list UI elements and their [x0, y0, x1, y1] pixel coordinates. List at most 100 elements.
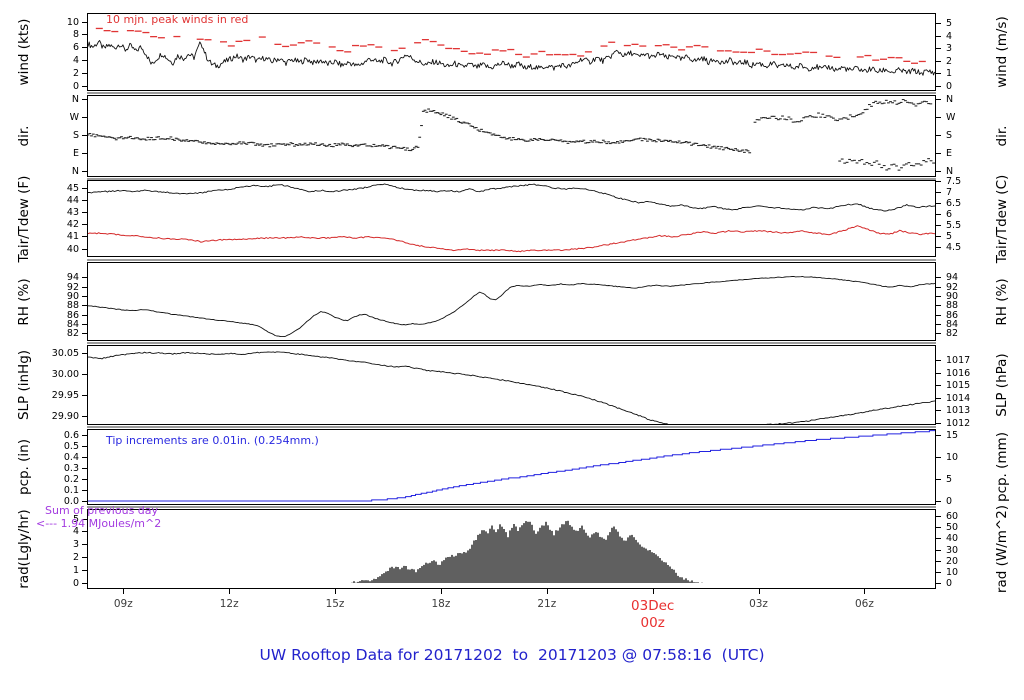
series-dir-low-point	[848, 158, 851, 160]
series-wind-peak-dash	[507, 48, 515, 51]
series-dir-main-point	[379, 145, 383, 147]
y-tick-label-right-wind: 1	[946, 68, 953, 79]
series-dir-nw-point	[855, 114, 859, 116]
series-dir-low-point	[843, 162, 847, 164]
series-dir-main-point	[402, 146, 406, 148]
series-dir-main-point	[713, 145, 716, 147]
series-dir-main-point	[635, 138, 639, 140]
series-dir-main-point	[139, 139, 143, 141]
series-dir-main-point	[143, 138, 146, 140]
series-dir-main-point	[478, 130, 482, 132]
series-dir-main-point	[416, 146, 420, 148]
y-tick-label-right-temp: 5.5	[946, 220, 962, 232]
series-dir-main-point	[743, 151, 746, 153]
series-dir-main-point	[226, 142, 229, 144]
series-dir-main-point	[746, 150, 750, 152]
panel-divider	[87, 426, 936, 428]
series-wind-peak-dash	[639, 45, 647, 47]
series-dir-nw-point	[825, 115, 829, 117]
series-dir-nw-point	[779, 118, 782, 120]
series-wind-peak-dash	[825, 55, 833, 57]
series-dir-main-point	[473, 127, 476, 129]
series-dir-main-point	[347, 144, 351, 146]
y-tick-label-left-rad: 5	[72, 513, 79, 525]
series-wind-peak-dash	[398, 47, 406, 49]
series-wind-peak-dash	[732, 51, 740, 53]
series-dir-main-point	[702, 144, 706, 146]
series-dir-main-point	[210, 143, 213, 145]
series-dir-main-point	[183, 140, 187, 142]
y-tick-right-dir	[936, 170, 941, 172]
series-wind-peak-dash	[911, 62, 918, 64]
series-dir-main-point	[513, 139, 517, 141]
series-dir-main-point	[434, 112, 437, 114]
series-wind-peak-dash	[196, 38, 204, 40]
y-tick-left-pcp	[82, 478, 87, 480]
series-dir-main-point	[192, 140, 196, 142]
series-dir-main-point	[386, 145, 390, 147]
series-dir-low-point	[905, 163, 908, 165]
y-tick-label-left-rh: 84	[66, 319, 79, 331]
series-dir-main-point	[737, 150, 741, 152]
series-dir-main-point	[550, 138, 554, 140]
y-tick-left-dir	[82, 170, 87, 172]
series-dir-main-point	[520, 138, 524, 140]
series-dir-main-point	[278, 143, 282, 145]
series-dir-nw-point	[823, 116, 827, 118]
series-dir-main-point	[529, 138, 533, 140]
y-tick-label-right-wind: 3	[946, 43, 953, 55]
series-dir-main-point	[474, 127, 478, 129]
y-tick-right-wind	[936, 35, 941, 37]
series-dir-nw-point	[897, 102, 901, 104]
series-dir-main-point	[541, 139, 545, 141]
y-tick-right-rh	[936, 286, 941, 288]
y-tick-left-wind	[82, 72, 87, 74]
series-dir-main-point	[580, 140, 584, 142]
x-tick-label: 09z	[113, 598, 133, 610]
series-dir-main-point	[190, 140, 194, 142]
series-wind-peak-dash	[522, 56, 530, 58]
series-dir-main-point	[391, 145, 395, 147]
series-dir-main-point	[693, 142, 697, 144]
series-dir-main-point	[427, 108, 430, 110]
y-tick-right-wind	[936, 23, 941, 25]
panel-divider	[87, 342, 936, 344]
y-tick-left-rad	[82, 531, 87, 533]
series-dir-main-point	[587, 142, 591, 144]
y-tick-label-left-pcp: 0.1	[63, 484, 79, 496]
series-wind-peak-dash	[608, 41, 616, 43]
series-dir-main-point	[665, 139, 669, 141]
series-dir-main-point	[436, 112, 439, 114]
series-dir-main-point	[91, 133, 95, 135]
series-dir-main-point	[116, 137, 120, 139]
series-dir-main-point	[162, 138, 166, 140]
y-tick-label-right-temp: 6	[946, 209, 953, 221]
series-wind-peak-dash	[282, 45, 290, 48]
series-dir-main-point	[471, 125, 475, 127]
series-dir-main-point	[127, 136, 130, 138]
y-tick-label-right-dir: S	[946, 129, 953, 141]
series-dir-main-point	[240, 143, 243, 145]
series-dir-main-point	[594, 141, 598, 143]
series-dir-nw-point	[899, 101, 903, 103]
series-dir-nw-point	[781, 115, 784, 117]
series-dir-nw-point	[853, 116, 856, 118]
series-dir-low-point	[855, 162, 859, 164]
y-tick-left-temp	[82, 224, 87, 226]
series-dir-main-point	[213, 143, 217, 145]
series-dir-main-point	[441, 112, 445, 114]
series-dir-main-point	[610, 142, 614, 144]
series-dir-main-point	[90, 135, 93, 137]
y-tick-label-left-dir: N	[71, 165, 79, 177]
series-wind-peak-dash	[716, 50, 724, 52]
series-dir-main-point	[114, 139, 118, 141]
series-dir-main-point	[157, 136, 160, 138]
series-dir-nw-point	[755, 119, 759, 121]
series-dir-low-point	[919, 164, 923, 166]
series-dir-main-point	[616, 141, 619, 143]
series-wind-peak-dash	[786, 53, 794, 55]
y-tick-label-left-rh: 94	[66, 272, 79, 284]
series-dir-nw-point	[819, 116, 823, 118]
panel-canvas-pcp	[88, 430, 935, 502]
y-tick-label-left-rad: 2	[72, 551, 79, 563]
